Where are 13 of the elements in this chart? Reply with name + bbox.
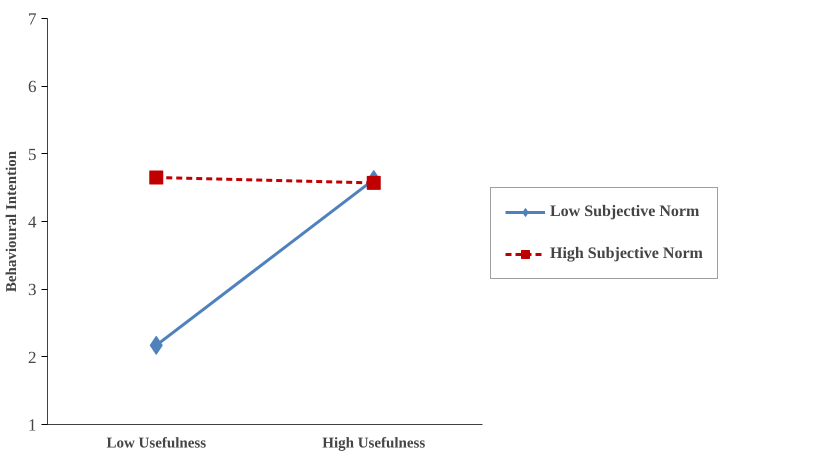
x-tick-label: High Usefulness <box>322 436 426 452</box>
y-tick-label: 7 <box>28 10 37 28</box>
point <box>149 170 164 185</box>
y-tick-label: 6 <box>28 77 36 96</box>
x-tick-label: Low Usefulness <box>106 436 206 452</box>
y-tick-label: 4 <box>28 212 37 232</box>
y-tick-label: 1 <box>28 416 36 434</box>
legend-label: Low Subjective Norm <box>550 203 700 221</box>
y-axis-title: Behavioural Intention <box>4 150 20 292</box>
y-tick-label: 5 <box>28 144 36 164</box>
y-tick-label: 3 <box>28 280 36 300</box>
legend-label: High Subjective Norm <box>550 245 703 263</box>
y-tick-label: 2 <box>28 348 36 367</box>
